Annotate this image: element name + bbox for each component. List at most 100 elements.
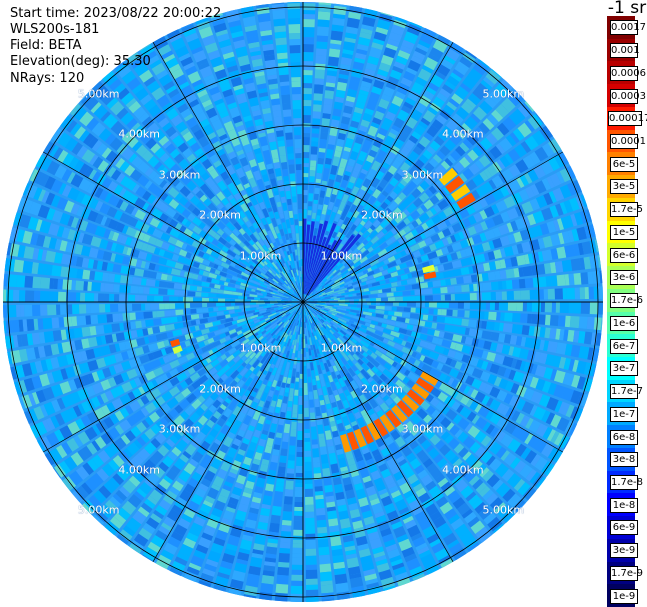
ray-gate xyxy=(447,154,457,164)
ray-gate xyxy=(332,108,342,117)
ray-gate xyxy=(545,412,556,425)
ray-gate xyxy=(328,219,334,225)
ray-gate xyxy=(433,204,442,213)
ray-gate xyxy=(387,260,397,269)
ray-gate xyxy=(332,477,342,486)
ray-gate xyxy=(130,321,137,330)
ray-gate xyxy=(358,273,369,280)
ray-gate xyxy=(22,260,33,274)
ray-gate xyxy=(275,486,284,492)
ray-gate xyxy=(128,294,136,302)
ray-gate xyxy=(275,432,283,439)
ray-gate xyxy=(283,504,293,512)
ray-gate xyxy=(340,57,353,66)
ray-gate xyxy=(513,267,520,278)
ray-gate xyxy=(484,96,497,109)
ray-gate xyxy=(396,229,407,238)
ray-gate xyxy=(387,131,397,140)
ray-gate xyxy=(516,177,525,189)
ray-gate xyxy=(402,290,411,296)
ray-gate xyxy=(427,53,440,63)
ray-gate xyxy=(311,141,319,147)
ray-gate xyxy=(304,483,313,489)
ray-gate xyxy=(578,331,586,344)
ray-gate xyxy=(312,298,321,301)
ray-gate xyxy=(499,269,507,280)
ray-gate xyxy=(432,315,438,322)
ray-gate xyxy=(401,312,411,318)
ray-gate xyxy=(187,291,196,297)
ray-gate xyxy=(305,578,318,585)
ray-gate xyxy=(569,197,580,212)
ray-gate xyxy=(362,239,369,246)
ray-gate xyxy=(352,289,361,294)
ray-gate xyxy=(317,526,328,534)
ray-gate xyxy=(432,39,448,53)
ray-gate xyxy=(329,237,335,243)
ray-gate xyxy=(327,56,340,67)
ray-gate xyxy=(385,43,398,51)
ray-gate xyxy=(490,291,496,301)
ray-gate xyxy=(366,339,372,345)
ray-gate xyxy=(303,145,310,153)
ray-gate xyxy=(315,172,322,180)
ray-gate xyxy=(320,131,328,140)
ray-gate xyxy=(292,413,298,418)
ray-gate xyxy=(510,382,520,395)
ray-gate xyxy=(504,380,514,392)
ray-gate xyxy=(304,470,313,479)
ray-gate xyxy=(316,35,329,43)
ray-gate xyxy=(442,104,455,116)
ray-gate xyxy=(412,174,423,186)
ray-gate xyxy=(287,460,295,469)
ray-gate xyxy=(392,337,403,345)
ray-gate xyxy=(343,105,353,115)
ray-gate xyxy=(371,42,384,51)
ray-gate xyxy=(196,286,203,292)
ray-gate xyxy=(527,116,540,130)
ray-gate xyxy=(408,318,419,326)
ray-gate xyxy=(459,56,473,69)
ray-gate xyxy=(423,199,434,210)
ray-gate xyxy=(313,300,318,302)
ray-gate xyxy=(350,323,360,330)
ray-gate xyxy=(436,63,451,77)
ray-gate xyxy=(495,104,510,118)
ray-gate xyxy=(324,295,334,299)
ray-gate xyxy=(472,106,488,121)
ray-gate xyxy=(532,210,545,224)
ray-gate xyxy=(518,188,530,202)
ray-gate xyxy=(348,299,354,302)
ray-gate xyxy=(361,266,366,271)
ray-gate xyxy=(359,85,370,93)
ray-gate xyxy=(457,310,465,318)
ray-gate xyxy=(323,287,332,293)
ray-gate xyxy=(290,421,297,430)
ray-gate xyxy=(307,291,313,298)
ray-gate xyxy=(397,236,408,245)
ray-gate xyxy=(467,215,477,225)
ray-gate xyxy=(421,64,434,74)
ray-gate xyxy=(509,132,520,144)
ray-gate xyxy=(515,159,529,174)
ray-gate xyxy=(341,269,349,276)
ray-gate xyxy=(311,290,318,296)
ray-gate xyxy=(419,32,435,45)
ray-gate xyxy=(344,170,352,177)
ray-gate xyxy=(398,327,408,335)
ray-gate xyxy=(388,102,400,115)
ray-gate xyxy=(119,284,127,293)
ray-gate xyxy=(338,510,349,520)
ray-gate xyxy=(312,306,321,311)
ray-gate xyxy=(315,289,322,294)
ray-gate xyxy=(386,292,394,297)
ray-gate xyxy=(313,290,322,296)
ray-gate xyxy=(564,315,571,328)
ray-gate xyxy=(315,303,323,305)
ray-gate xyxy=(376,236,387,246)
ray-gate xyxy=(454,61,470,76)
ray-gate xyxy=(368,185,376,192)
ray-gate xyxy=(558,356,567,369)
ray-gate xyxy=(504,153,514,165)
ray-gate xyxy=(428,302,437,308)
